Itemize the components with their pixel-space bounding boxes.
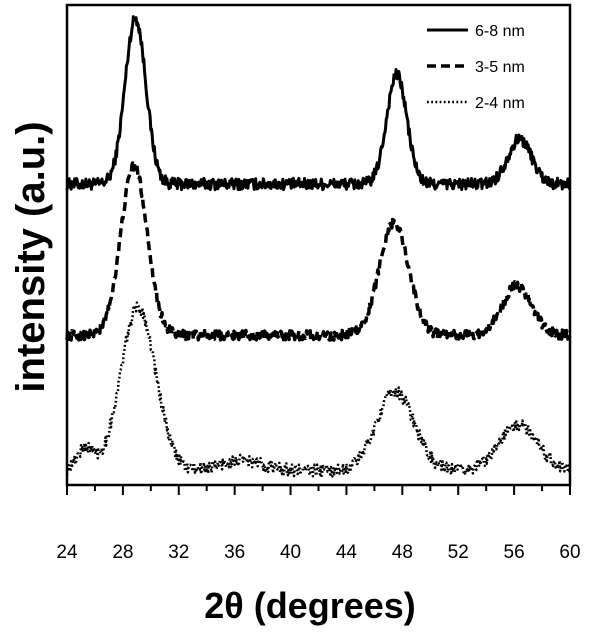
legend-label: 2-4 nm — [475, 95, 525, 112]
legend-label: 3-5 nm — [475, 59, 525, 76]
plot-frame — [65, 3, 572, 487]
x-tick-label: 48 — [392, 542, 413, 563]
x-tick-label: 24 — [56, 542, 78, 563]
x-tick-label: 56 — [504, 542, 525, 563]
series-line-2-4-nm — [65, 301, 572, 478]
x-axis-title: 2θ (degrees) — [204, 585, 416, 626]
x-tick-label: 40 — [280, 542, 301, 563]
x-tick-label: 52 — [448, 542, 469, 563]
x-axis-ticks — [66, 485, 571, 495]
legend: 6-8 nm 3-5 nm 2-4 nm — [427, 23, 525, 112]
x-tick-label: 28 — [112, 542, 133, 563]
x-tick-label: 44 — [336, 542, 358, 563]
x-tick-label: 60 — [559, 542, 580, 563]
series-line-3-5-nm — [65, 161, 572, 342]
x-tick-label: 32 — [168, 542, 189, 563]
series-line-6-8-nm — [65, 15, 571, 192]
series-lines — [65, 15, 572, 478]
x-axis-tick-labels: 24 28 32 36 40 44 48 52 56 60 — [56, 542, 580, 563]
x-tick-label: 36 — [224, 542, 245, 563]
y-axis-title: intensity (a.u.) — [9, 121, 53, 392]
legend-label: 6-8 nm — [475, 23, 525, 40]
